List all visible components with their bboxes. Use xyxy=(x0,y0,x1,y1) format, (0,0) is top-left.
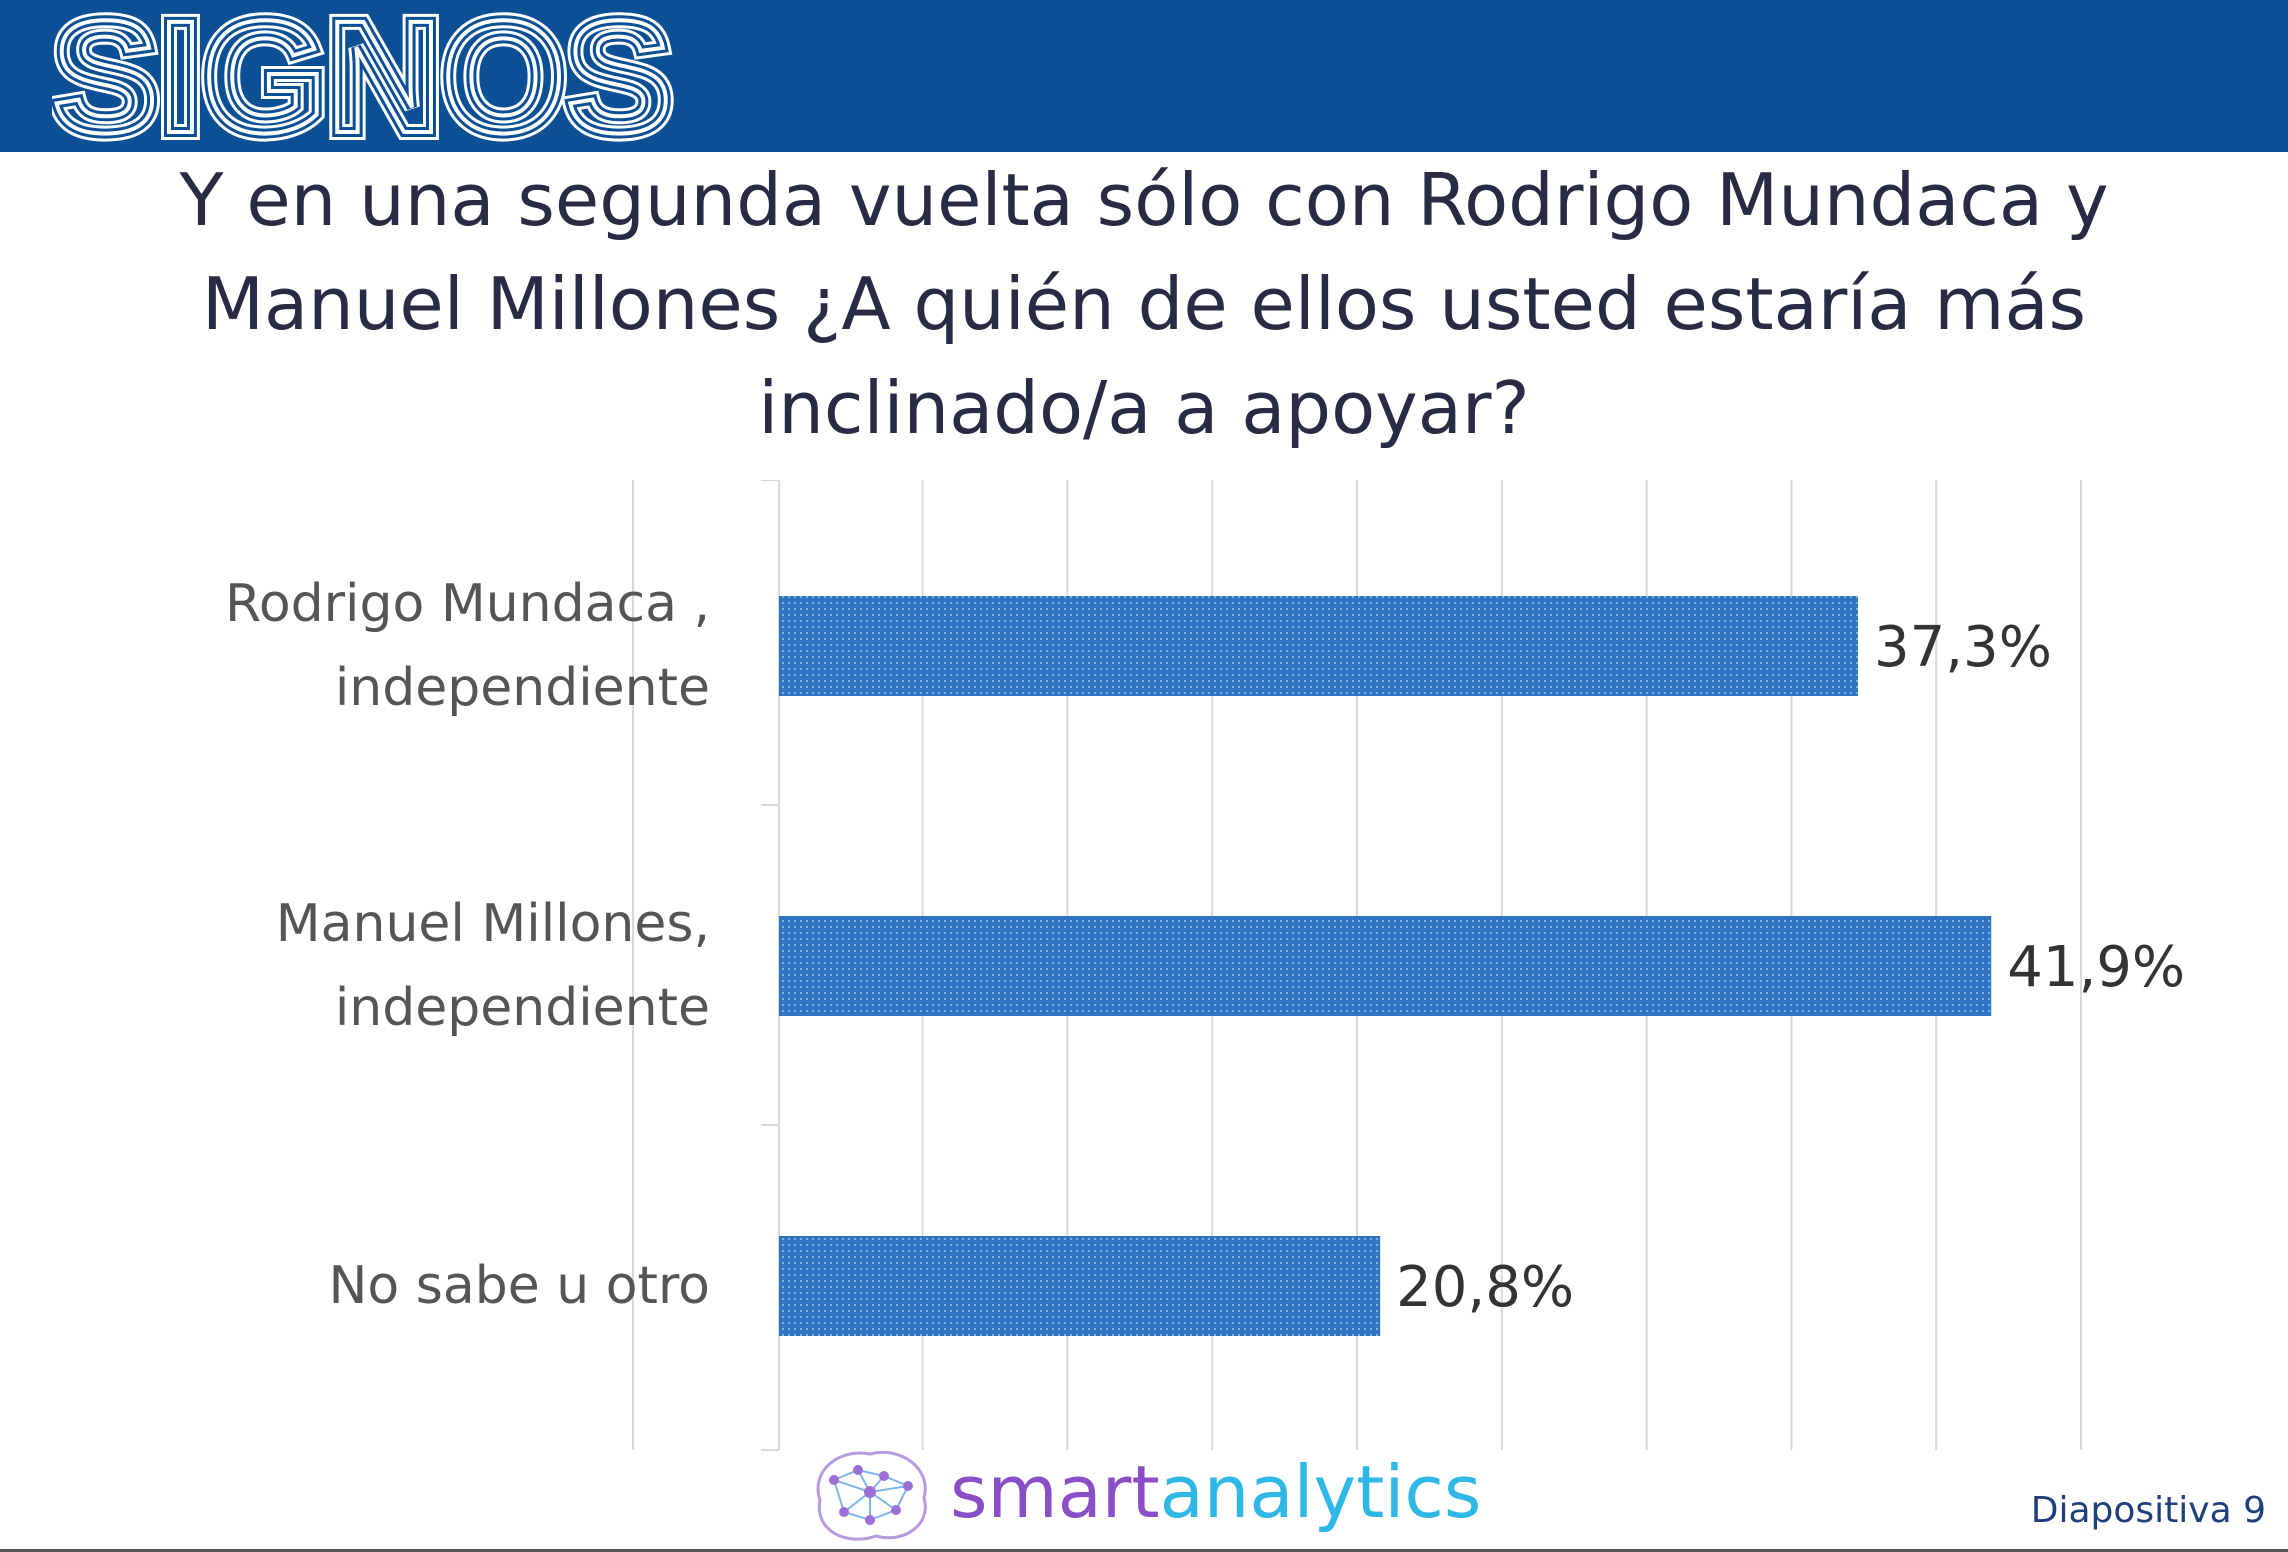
data-label: 20,8% xyxy=(1396,1255,1574,1320)
data-label: 41,9% xyxy=(2007,935,2185,1000)
smartanalytics-wordmark: smartanalytics xyxy=(950,1444,1481,1540)
logo-analytics-text: analytics xyxy=(1159,1450,1482,1534)
question-line-1: Y en una segunda vuelta sólo con Rodrigo… xyxy=(179,158,2109,242)
question-line-3: inclinado/a a apoyar? xyxy=(758,366,1530,450)
signos-logo-text-outer: SIGNOS xyxy=(52,10,672,145)
question-line-2: Manuel Millones ¿A quién de ellos usted … xyxy=(201,262,2087,346)
smartanalytics-logo: smartanalytics xyxy=(800,1440,1481,1552)
bar-chart: 37,3% 41,9% 20,8% Rodrigo Mundaca , indepen… xyxy=(0,480,2288,1460)
category-label-line: independiente xyxy=(334,978,710,1038)
brain-network-icon xyxy=(816,1450,927,1541)
signos-logo: SIGNOS SIGNOS SIGNOS xyxy=(52,10,680,145)
bar xyxy=(779,1236,1381,1336)
bar xyxy=(779,596,1859,696)
category-label-line: Manuel Millones, xyxy=(275,894,710,954)
category-label: Manuel Millones, independiente xyxy=(150,882,710,1050)
category-label-line: No sabe u otro xyxy=(328,1256,710,1316)
logo-smart-text: smart xyxy=(950,1450,1160,1534)
question-title: Y en una segunda vuelta sólo con Rodrigo… xyxy=(60,148,2228,460)
bar-chart-plot: 37,3% 41,9% 20,8% xyxy=(632,480,2185,1451)
signos-logo-text-mid: SIGNOS xyxy=(52,10,672,145)
category-label: No sabe u otro xyxy=(150,1244,710,1328)
category-label-line: Rodrigo Mundaca , xyxy=(225,574,710,634)
category-label: Rodrigo Mundaca , independiente xyxy=(150,562,710,730)
slide-number: Diapositiva 9 xyxy=(2030,1490,2266,1531)
bottom-divider xyxy=(0,1549,2288,1552)
signos-logo-text-inner: SIGNOS xyxy=(52,10,672,145)
category-label-line: independiente xyxy=(334,658,710,718)
data-label: 37,3% xyxy=(1874,615,2052,680)
header-band: SIGNOS SIGNOS SIGNOS xyxy=(0,0,2288,152)
bar xyxy=(779,916,1992,1016)
